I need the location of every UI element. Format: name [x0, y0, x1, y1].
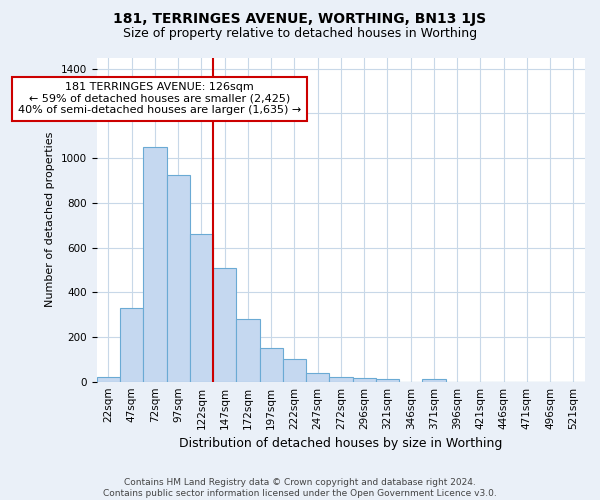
Bar [306, 372, 329, 382]
Text: Size of property relative to detached houses in Worthing: Size of property relative to detached ho… [123, 28, 477, 40]
Bar [97, 377, 120, 382]
Bar [143, 147, 167, 382]
Y-axis label: Number of detached properties: Number of detached properties [46, 132, 55, 308]
Bar [120, 308, 143, 382]
Bar [167, 175, 190, 382]
Bar [213, 268, 236, 382]
Text: Contains HM Land Registry data © Crown copyright and database right 2024.
Contai: Contains HM Land Registry data © Crown c… [103, 478, 497, 498]
Bar [422, 380, 446, 382]
Text: 181, TERRINGES AVENUE, WORTHING, BN13 1JS: 181, TERRINGES AVENUE, WORTHING, BN13 1J… [113, 12, 487, 26]
Bar [329, 377, 353, 382]
Text: 181 TERRINGES AVENUE: 126sqm
← 59% of detached houses are smaller (2,425)
40% of: 181 TERRINGES AVENUE: 126sqm ← 59% of de… [18, 82, 301, 116]
Bar [190, 234, 213, 382]
Bar [283, 360, 306, 382]
Bar [353, 378, 376, 382]
X-axis label: Distribution of detached houses by size in Worthing: Distribution of detached houses by size … [179, 437, 503, 450]
Bar [260, 348, 283, 382]
Bar [376, 380, 399, 382]
Bar [236, 319, 260, 382]
